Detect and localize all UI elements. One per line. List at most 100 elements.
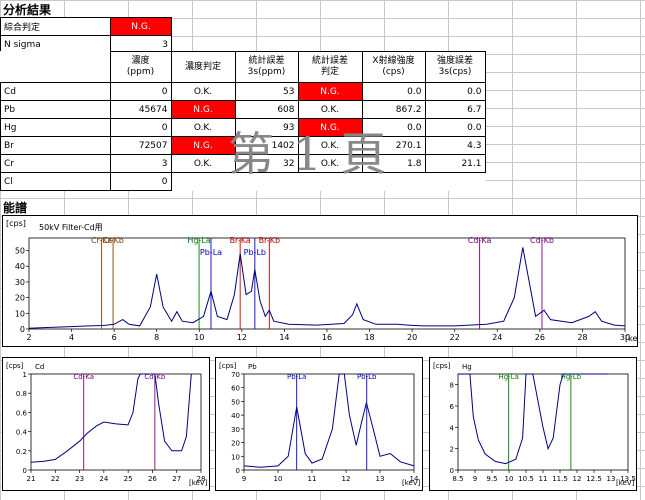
x-tick-label: 21 xyxy=(27,475,36,483)
col-header-stat-error: 統計誤差 3s(ppm) xyxy=(234,51,299,83)
spectrum-series xyxy=(28,247,626,329)
x-tick-label: 30 xyxy=(620,333,630,342)
y-axis-label: [cps] xyxy=(433,362,451,370)
section-title-spectrum: 能譜 xyxy=(1,199,30,216)
x-tick-label: 10 xyxy=(274,475,283,483)
spectrum-series xyxy=(30,373,192,463)
x-tick-label: 6 xyxy=(112,333,117,342)
table-row: Cl 0 xyxy=(0,172,486,191)
spectrum-panel-main: [cps]50kV Filter-Cd用[keV]246810121416182… xyxy=(2,215,645,347)
y-tick-label: 0.4 xyxy=(16,429,28,437)
y-tick-label: 30 xyxy=(231,426,240,434)
x-axis-label: [keV] xyxy=(189,479,208,487)
spectrum-chart-hg: [cps] Hg [keV] 8.5 9 9.5 10 10.5 11 11.5 12 12.5 13 1… xyxy=(433,362,636,487)
y-tick-label: 4 xyxy=(450,424,455,432)
x-tick-label: 9 xyxy=(473,475,477,483)
y-tick-label: 50 xyxy=(15,247,25,256)
peak-marker-label: Pb-Lb xyxy=(244,248,266,257)
x-tick-label: 8 xyxy=(154,333,159,342)
peak-marker-label: Hg-La xyxy=(498,373,518,381)
spectrum-series xyxy=(243,373,415,468)
y-tick-label: 1 xyxy=(23,371,27,379)
x-tick-label: 12 xyxy=(573,475,582,483)
x-tick-label: 10.5 xyxy=(518,475,534,483)
x-tick-label: 13 xyxy=(607,475,616,483)
y-tick-label: 40 xyxy=(231,412,240,420)
y-tick-label: 8 xyxy=(450,382,454,390)
col-header-intensity-error: 強度誤差 3s(cps) xyxy=(424,51,486,83)
y-axis-label: [cps] xyxy=(219,362,237,370)
spectrum-chart-pb: [cps] Pb [keV] 9 10 11 12 13 14 0 10 20 30 40 50 60 70 Pb… xyxy=(219,362,421,487)
x-tick-label: 16 xyxy=(322,333,332,342)
chart-title: Hg xyxy=(462,363,472,371)
x-axis-label: [keV] xyxy=(402,479,421,487)
peak-marker-label: Br-Kb xyxy=(259,236,280,245)
peak-marker-label: Pb-La xyxy=(200,248,222,257)
x-tick-label: 20 xyxy=(407,333,417,342)
y-axis-label: [cps] xyxy=(6,219,26,228)
plot-frame xyxy=(457,373,629,471)
col-header-error-judge: 統計誤差 判定 xyxy=(297,51,363,83)
x-tick-label: 23 xyxy=(75,475,84,483)
chart-title: 50kV Filter-Cd用 xyxy=(39,223,103,232)
x-tick-label: 11 xyxy=(308,475,317,483)
summary-table: 綜合判定 N.G. N sigma 3 xyxy=(0,17,172,54)
peak-marker-label: Br-Ka xyxy=(230,236,251,245)
x-tick-label: 12 xyxy=(342,475,351,483)
peak-marker-label: Pb-La xyxy=(287,373,306,381)
x-tick-label: 14 xyxy=(279,333,289,342)
x-tick-label: 22 xyxy=(450,333,460,342)
x-tick-label: 26 xyxy=(535,333,545,342)
x-tick-label: 11.5 xyxy=(552,475,568,483)
table-row: Cr 3 O.K. 32 O.K. 1.8 21.1 xyxy=(0,154,486,173)
y-tick-label: 10 xyxy=(231,453,240,461)
spectrum-chart-cd: [cps] Cd [keV] 21 22 23 24 25 26 27 28 0 0.2 0.4 0.6 0.… xyxy=(6,362,208,487)
x-tick-label: 14 xyxy=(410,475,419,483)
y-tick-label: 0.6 xyxy=(16,409,28,417)
x-tick-label: 12 xyxy=(237,333,247,342)
chart-title: Cd xyxy=(35,363,44,371)
y-tick-label: 20 xyxy=(231,440,240,448)
y-axis-label: [cps] xyxy=(6,362,24,370)
x-tick-label: 27 xyxy=(172,475,181,483)
x-tick-label: 28 xyxy=(577,333,587,342)
summary-label: 綜合判定 xyxy=(0,17,111,36)
y-tick-label: 30 xyxy=(15,278,25,287)
x-tick-label: 28 xyxy=(197,475,206,483)
y-tick-label: 0.2 xyxy=(16,448,27,456)
x-tick-label: 12.5 xyxy=(586,475,602,483)
x-tick-label: 8.5 xyxy=(452,475,463,483)
spectrum-panel-cd: [cps] Cd [keV] 21 22 23 24 25 26 27 28 0 0.2 0.4 0.6 0.… xyxy=(2,357,210,491)
x-tick-label: 9.5 xyxy=(486,475,497,483)
x-tick-label: 13 xyxy=(376,475,385,483)
y-tick-label: 50 xyxy=(231,398,240,406)
x-axis-label: [keV] xyxy=(616,479,635,487)
x-tick-label: 13.5 xyxy=(620,475,636,483)
plot-frame xyxy=(28,237,626,330)
peak-marker-label: Cd-Ka xyxy=(468,236,492,245)
x-tick-label: 25 xyxy=(124,475,133,483)
y-tick-label: 60 xyxy=(231,385,240,393)
peak-marker-label: Cd-Ka xyxy=(73,373,94,381)
x-tick-label: 18 xyxy=(364,333,374,342)
spectrum-series xyxy=(458,373,608,465)
x-tick-label: 24 xyxy=(99,475,108,483)
chart-title: Pb xyxy=(248,363,257,371)
col-header-intensity: X射線強度 (cps) xyxy=(361,51,426,83)
y-tick-label: 70 xyxy=(231,371,240,379)
x-tick-label: 9 xyxy=(242,475,246,483)
x-axis-label: [keV] xyxy=(625,334,637,343)
peak-marker-label: Cr-Ka xyxy=(91,236,112,245)
peak-marker-label: Hg-Lb xyxy=(561,373,582,381)
spectrum-chart-main: [cps]50kV Filter-Cd用[keV]246810121416182… xyxy=(6,219,645,343)
x-tick-label: 2 xyxy=(26,333,31,342)
y-tick-label: 0 xyxy=(23,467,27,475)
col-header-concentration: 濃度 (ppm) xyxy=(109,51,172,83)
section-title-results: 分析結果 xyxy=(1,1,54,18)
x-tick-label: 24 xyxy=(492,333,502,342)
peak-marker-label: Cd-Kb xyxy=(530,236,554,245)
plot-frame xyxy=(30,373,202,471)
summary-value: N.G. xyxy=(110,17,172,36)
table-row: Cd 0 O.K. 53 N.G. 0.0 0.0 xyxy=(0,82,486,101)
y-tick-label: 2 xyxy=(450,446,454,454)
